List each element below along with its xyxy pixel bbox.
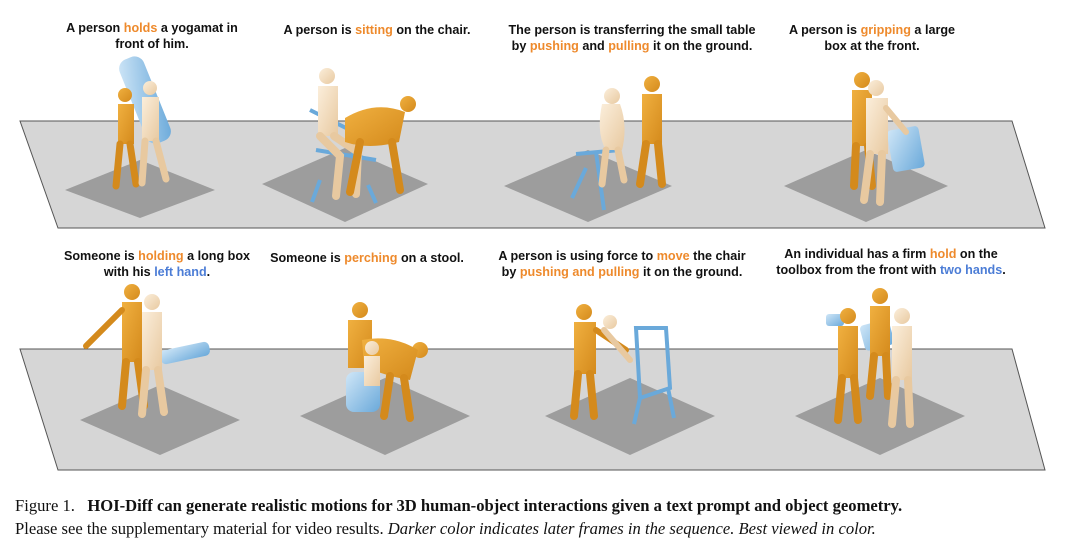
shadow-diamond — [545, 378, 715, 455]
caption-highlight: pushing and pulling — [519, 265, 640, 279]
caption-text: Someone is — [63, 249, 139, 263]
caption-text: on a stool. — [397, 251, 464, 265]
caption-move-chair: A person is using force to move the chai… — [482, 248, 762, 280]
shadow-diamond — [504, 150, 672, 222]
caption-text: . — [206, 265, 211, 279]
caption-line: with his left hand. — [52, 264, 262, 280]
floor-plane-row2 — [19, 348, 1046, 471]
caption-text: A person is — [283, 23, 356, 37]
caption-line: The person is transferring the small tab… — [492, 22, 772, 38]
caption-highlight: hold — [929, 247, 957, 261]
caption-line: by pushing and pulling it on the ground. — [482, 264, 762, 280]
figure-caption-plain: Please see the supplementary material fo… — [15, 519, 384, 538]
caption-text: A person is using force to — [498, 249, 657, 263]
caption-yogamat: A person holds a yogamat in front of him. — [52, 20, 252, 52]
scene-small-table — [570, 76, 666, 211]
scene-long-box — [83, 284, 210, 418]
caption-small-table: The person is transferring the small tab… — [492, 22, 772, 54]
caption-highlight: sitting — [355, 23, 393, 37]
scene-move-chair — [570, 304, 676, 425]
caption-text: toolbox from the front with — [776, 263, 940, 277]
shadow-diamond — [65, 160, 215, 218]
caption-highlight: pushing — [529, 39, 579, 53]
caption-line: A person is gripping a large — [772, 22, 972, 38]
large-box-object — [887, 126, 925, 172]
figure-caption: Figure 1. HOI-Diff can generate realisti… — [15, 494, 1055, 540]
caption-text: the chair — [689, 249, 746, 263]
caption-text: it on the ground. — [639, 265, 743, 279]
caption-text: a large — [910, 23, 956, 37]
caption-text: . — [1002, 263, 1006, 277]
caption-large-box: A person is gripping a large box at the f… — [772, 22, 972, 54]
caption-text: on the chair. — [392, 23, 471, 37]
caption-text: The person is transferring the small tab… — [508, 23, 756, 37]
caption-line: Someone is holding a long box — [52, 248, 262, 264]
caption-highlight: perching — [344, 251, 398, 265]
caption-line: by pushing and pulling it on the ground. — [492, 38, 772, 54]
caption-text: An individual has a firm — [784, 247, 930, 261]
figure-title: HOI-Diff can generate realistic motions … — [87, 496, 903, 515]
caption-line: An individual has a firm hold on the — [766, 246, 1016, 262]
caption-line: A person is sitting on the chair. — [262, 22, 492, 38]
caption-text: front of him. — [115, 37, 189, 51]
scene-yogamat — [112, 56, 171, 190]
caption-highlight: holds — [123, 21, 158, 35]
caption-line: front of him. — [52, 36, 252, 52]
caption-highlight: pulling — [608, 39, 650, 53]
caption-text: and — [578, 39, 609, 53]
caption-text: with his — [103, 265, 155, 279]
figure-caption-italic: Darker color indicates later frames in t… — [387, 519, 876, 538]
caption-text: A person is — [788, 23, 861, 37]
caption-text: Someone is — [270, 251, 345, 265]
caption-line: A person holds a yogamat in — [52, 20, 252, 36]
caption-line: toolbox from the front with two hands. — [766, 262, 1016, 278]
caption-text: on the — [956, 247, 998, 261]
scene-toolbox — [826, 288, 914, 428]
scene-large-box — [850, 72, 925, 206]
caption-highlight: move — [656, 249, 690, 263]
caption-stool: Someone is perching on a stool. — [262, 250, 472, 266]
caption-text: by — [501, 265, 520, 279]
caption-text: box at the front. — [824, 39, 920, 53]
caption-sitting: A person is sitting on the chair. — [262, 22, 492, 38]
shadow-diamond — [262, 148, 428, 222]
scene-chair-sitting — [309, 68, 416, 204]
caption-long-box: Someone is holding a long box with his le… — [52, 248, 262, 280]
figure-label: Figure 1. — [15, 496, 75, 515]
caption-line: box at the front. — [772, 38, 972, 54]
caption-highlight: gripping — [860, 23, 911, 37]
caption-highlight: two hands — [939, 263, 1003, 277]
caption-text: by — [511, 39, 530, 53]
caption-toolbox: An individual has a firm hold on the tool… — [766, 246, 1016, 278]
scene-stool — [346, 302, 428, 422]
caption-line: A person is using force to move the chai… — [482, 248, 762, 264]
caption-text: a long box — [183, 249, 251, 263]
caption-text: A person — [66, 21, 124, 35]
render-scenes — [19, 56, 1046, 471]
caption-line: Someone is perching on a stool. — [262, 250, 472, 266]
caption-highlight: holding — [138, 249, 184, 263]
long-box-object — [160, 341, 210, 365]
caption-text: a yogamat in — [157, 21, 238, 35]
caption-highlight: left hand — [154, 265, 207, 279]
caption-text: it on the ground. — [649, 39, 753, 53]
